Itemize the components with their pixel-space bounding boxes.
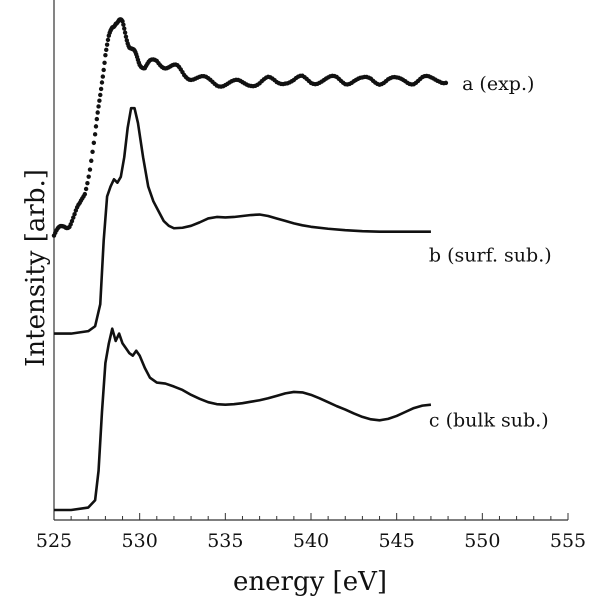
data-point [72,211,77,217]
data-point [122,26,127,31]
data-point [85,180,90,186]
data-point [443,80,449,86]
data-point [100,74,106,79]
axes: 525 530 535 540 545 550 555 [36,0,586,552]
data-point [98,92,103,98]
series-label: c (bulk sub.) [429,410,549,432]
data-point [101,67,106,73]
data-point [92,132,98,137]
data-point [82,191,88,197]
data-point [99,80,105,85]
x-axis-title: energy [eV] [233,567,387,597]
data-point [69,218,75,224]
data-point [91,140,97,146]
x-tick-label: 545 [379,530,415,552]
data-point [98,86,104,92]
data-point [104,47,109,53]
data-point [71,215,76,220]
series-line [54,106,431,335]
series-line [54,327,432,512]
data-point [87,167,93,172]
x-tick-label: 535 [207,530,243,552]
data-point [105,37,111,43]
data-point [96,104,101,109]
data-point [122,30,128,35]
data-point [103,52,108,58]
x-tick-label: 555 [550,530,586,552]
data-point [102,60,107,65]
series-label: b (surf. sub.) [429,245,552,267]
series-c-bulk-sub [54,327,432,512]
series-layer [51,17,449,512]
x-tick-label: 530 [122,530,158,552]
x-tick-label: 525 [36,530,72,552]
data-point [97,98,102,103]
series-a-exp [51,17,449,238]
x-tick-label: 540 [293,530,329,552]
series-label: a (exp.) [462,73,534,95]
data-point [104,42,110,47]
data-point [95,110,100,115]
data-point [121,22,126,27]
data-point [123,34,129,39]
data-point [94,116,100,122]
x-tick-label: 550 [464,530,500,552]
y-axis-title: Intensity [arb.] [21,169,51,367]
data-point [86,174,91,179]
data-point [83,186,89,192]
data-point [93,124,99,129]
series-b-surf-sub [54,106,431,335]
data-point [89,158,94,163]
data-point [90,149,95,154]
data-point [120,19,125,24]
series-labels: a (exp.) b (surf. sub.) c (bulk sub.) [429,73,552,432]
